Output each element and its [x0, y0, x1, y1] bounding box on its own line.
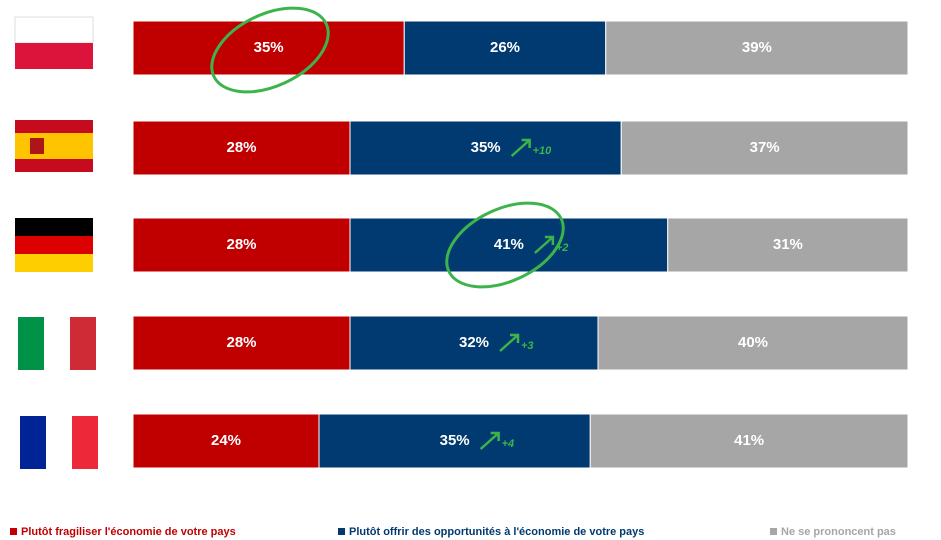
flag-germany	[15, 218, 93, 272]
highlights	[210, 6, 565, 289]
trend-arrow	[499, 333, 520, 352]
trend-arrow	[534, 235, 555, 254]
value-label: 35%	[254, 39, 284, 56]
value-label: 39%	[742, 39, 772, 56]
highlight-circle	[445, 201, 565, 289]
bar-segment	[589, 413, 909, 469]
trend-arrow	[510, 138, 531, 157]
bar-segment	[132, 217, 351, 273]
legend-swatch	[770, 528, 777, 535]
flag-poland	[14, 16, 94, 69]
flags	[14, 16, 98, 469]
value-label: 28%	[226, 236, 256, 253]
bar-segment	[132, 20, 405, 76]
bar-segment	[597, 315, 909, 371]
bar-segment	[349, 120, 622, 176]
value-label: 31%	[773, 236, 803, 253]
legend-label: Plutôt offrir des opportunités à l'écono…	[349, 526, 644, 538]
legend-label: Ne se prononcent pas	[781, 526, 896, 538]
bar-segment	[132, 413, 320, 469]
value-label: 35%	[440, 432, 470, 449]
trend-arrow	[479, 431, 500, 450]
flag-spain	[15, 120, 93, 172]
legend-label: Plutôt fragiliser l'économie de votre pa…	[21, 526, 236, 538]
bar-segment	[132, 120, 351, 176]
flag-france	[20, 416, 98, 469]
bar-segment	[620, 120, 909, 176]
flag-italy	[18, 317, 96, 370]
value-label: 41%	[494, 236, 524, 253]
legend-swatch	[338, 528, 345, 535]
bars: 35% 26% 39%28% 35% +10 37%28% 41% +2 31%28% 32% +3…	[132, 20, 909, 469]
bar-segment	[605, 20, 909, 76]
value-label: 28%	[226, 334, 256, 351]
bar-segment	[667, 217, 909, 273]
value-label: 28%	[226, 139, 256, 156]
value-label: 41%	[734, 432, 764, 449]
bar-segment	[403, 20, 607, 76]
legend: Plutôt fragiliser l'économie de votre pa…	[10, 526, 896, 538]
legend-swatch	[10, 528, 17, 535]
value-label: 37%	[750, 139, 780, 156]
value-label: 35%	[471, 139, 501, 156]
value-label: 40%	[738, 334, 768, 351]
bar-segment	[132, 315, 351, 371]
bar-segment	[349, 315, 599, 371]
highlight-circle	[210, 6, 330, 94]
value-label: 24%	[211, 432, 241, 449]
bar-segment	[318, 413, 591, 469]
change-label: +4	[502, 438, 515, 450]
change-label: +10	[533, 145, 553, 157]
value-label: 32%	[459, 334, 489, 351]
value-label: 26%	[490, 39, 520, 56]
change-label: +3	[521, 340, 534, 352]
